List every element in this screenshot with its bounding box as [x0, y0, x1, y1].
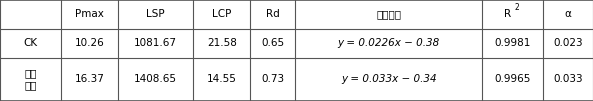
- Text: 2: 2: [515, 3, 519, 12]
- Text: 0.023: 0.023: [553, 38, 583, 48]
- Text: y = 0.033x − 0.34: y = 0.033x − 0.34: [341, 74, 436, 84]
- Text: 14.55: 14.55: [207, 74, 237, 84]
- Text: 回归方程: 回归方程: [376, 9, 401, 19]
- Text: α: α: [565, 9, 572, 19]
- Text: 16.37: 16.37: [75, 74, 104, 84]
- Text: 0.65: 0.65: [262, 38, 285, 48]
- Text: 0.033: 0.033: [553, 74, 583, 84]
- Text: Pmax: Pmax: [75, 9, 104, 19]
- Text: 0.9965: 0.9965: [494, 74, 531, 84]
- Text: 0.9981: 0.9981: [494, 38, 531, 48]
- Text: 10.26: 10.26: [75, 38, 104, 48]
- Text: CK: CK: [24, 38, 37, 48]
- Text: Rd: Rd: [266, 9, 280, 19]
- Text: 0.73: 0.73: [262, 74, 285, 84]
- Text: R: R: [504, 9, 511, 19]
- Text: 菌株
处理: 菌株 处理: [24, 68, 37, 90]
- Text: y = 0.0226x − 0.38: y = 0.0226x − 0.38: [337, 38, 440, 48]
- Text: LCP: LCP: [212, 9, 231, 19]
- Text: 21.58: 21.58: [207, 38, 237, 48]
- Text: LSP: LSP: [146, 9, 165, 19]
- Text: 1081.67: 1081.67: [134, 38, 177, 48]
- Text: 1408.65: 1408.65: [134, 74, 177, 84]
